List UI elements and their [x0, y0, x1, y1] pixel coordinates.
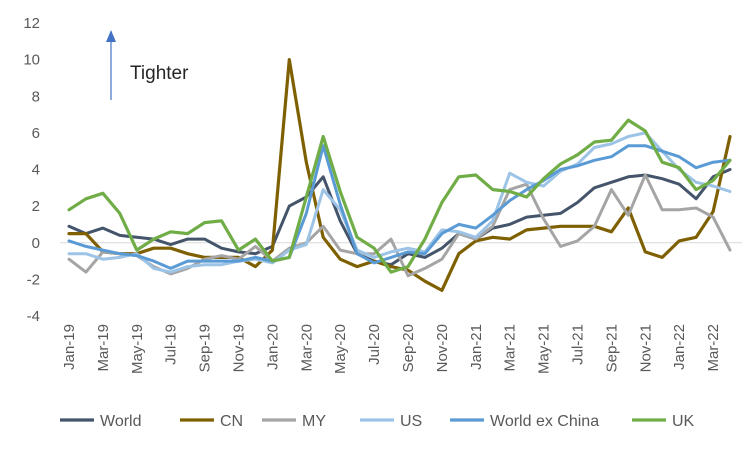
y-tick-label: 0 [32, 235, 40, 252]
x-tick-label: May-21 [536, 324, 553, 374]
legend-label-uk: UK [672, 413, 695, 430]
x-tick-label: Mar-22 [705, 324, 722, 372]
x-tick-label: May-19 [129, 324, 146, 374]
x-tick-label: Sep-21 [603, 324, 620, 372]
x-tick-label: Nov-19 [230, 324, 247, 372]
legend-label-world-ex-china: World ex China [490, 413, 599, 430]
legend: World CN MY US World ex China UK [60, 413, 695, 430]
x-tick-label: May-20 [332, 324, 349, 374]
arrowhead-icon [106, 30, 116, 42]
series-line-us [67, 131, 732, 274]
y-tick-label: 10 [23, 52, 40, 69]
x-tick-label: Jul-20 [366, 324, 383, 365]
x-tick-label: Jul-19 [163, 324, 180, 365]
x-tick-label: Mar-19 [95, 324, 112, 372]
annotation-layer: Tighter [106, 30, 189, 100]
x-tick-label: Jan-21 [468, 324, 485, 370]
y-tick-label: -2 [27, 271, 40, 288]
x-tick-label: Nov-20 [434, 324, 451, 372]
axes-layer: -4 -2 0 2 4 6 8 10 12 Jan-19 Mar-19 May-19 Jul-19 Sep… [23, 15, 742, 374]
x-tick-label: Nov-21 [637, 324, 654, 372]
x-tick-label: Jan-20 [264, 324, 281, 370]
y-tick-label: 4 [32, 162, 40, 179]
legend-label-world: World [100, 413, 142, 430]
legend-label-cn: CN [220, 413, 243, 430]
series-line-world-ex-china [67, 144, 732, 270]
y-tick-label: 6 [32, 125, 40, 142]
series-line-uk [67, 118, 732, 274]
series-layer [67, 57, 732, 292]
x-tick-label: Jan-22 [671, 324, 688, 370]
x-tick-label: Jul-21 [569, 324, 586, 365]
x-tick-label: Mar-21 [502, 324, 519, 372]
series-line-my [67, 173, 732, 278]
legend-label-us: US [400, 413, 422, 430]
annotation-tighter: Tighter [130, 63, 189, 84]
x-tick-label: Sep-20 [400, 324, 417, 372]
x-tick-label: Mar-20 [298, 324, 315, 372]
y-tick-label: 12 [23, 15, 40, 32]
x-tick-label: Jan-19 [61, 324, 78, 370]
y-tick-label: 2 [32, 198, 40, 215]
legend-label-my: MY [302, 413, 326, 430]
y-tick-label: 8 [32, 88, 40, 105]
x-tick-label: Sep-19 [197, 324, 214, 372]
y-tick-label: -4 [27, 308, 40, 325]
